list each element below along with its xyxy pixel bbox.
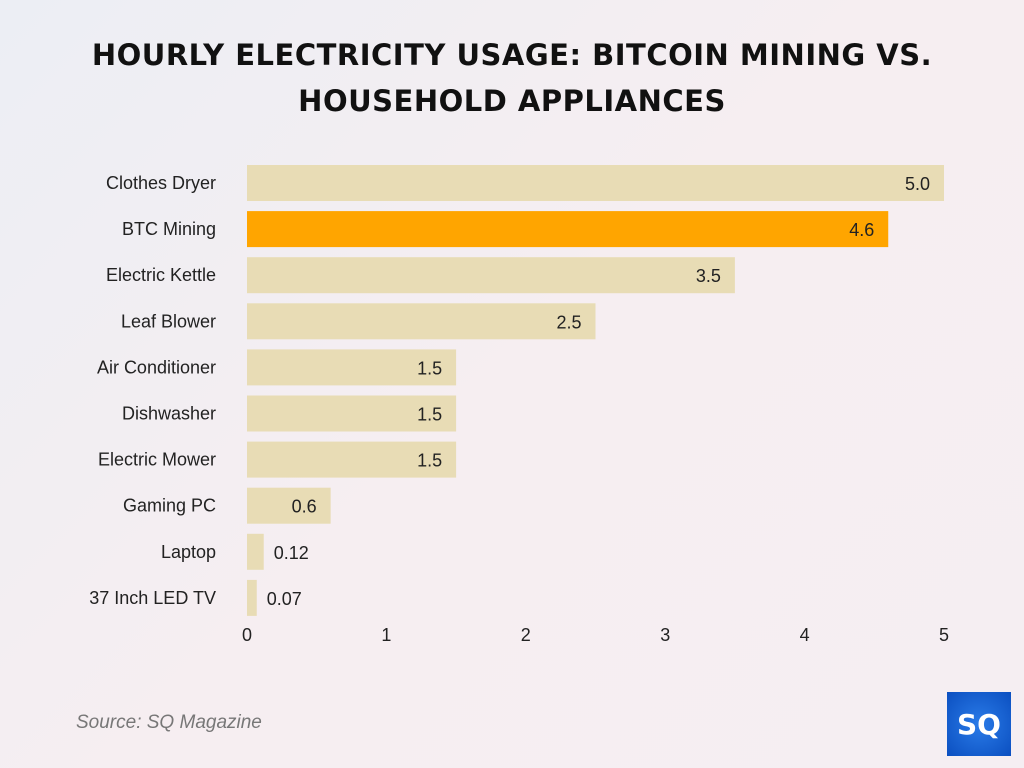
bar (247, 349, 457, 386)
bar (247, 579, 257, 616)
sq-logo: SQ (947, 692, 1011, 756)
bar (247, 441, 457, 478)
category-label: Electric Mower (98, 450, 216, 470)
data-label: 0.07 (267, 589, 302, 609)
x-tick-label: 3 (660, 625, 670, 645)
x-tick-label: 4 (800, 625, 810, 645)
x-tick-label: 5 (939, 625, 949, 645)
bar (247, 165, 944, 201)
category-label: Laptop (161, 542, 216, 562)
bar (247, 211, 889, 248)
bar (247, 257, 735, 294)
data-label: 0.12 (274, 543, 309, 563)
bar (247, 395, 457, 432)
x-tick-label: 1 (381, 625, 391, 645)
bar (247, 303, 596, 340)
bar (247, 533, 264, 570)
x-tick-label: 2 (521, 625, 531, 645)
category-label: Air Conditioner (97, 357, 216, 377)
source-text: Source: SQ Magazine (76, 712, 262, 733)
x-tick-label: 0 (242, 625, 252, 645)
category-label: Clothes Dryer (106, 173, 216, 193)
category-label: 37 Inch LED TV (89, 588, 216, 608)
category-label: Electric Kettle (106, 265, 216, 285)
data-label: 5.0 (905, 174, 930, 194)
data-label: 1.5 (417, 451, 442, 471)
category-label: Dishwasher (122, 404, 216, 424)
data-label: 3.5 (696, 266, 721, 286)
data-label: 0.6 (292, 497, 317, 517)
chart-title: HOURLY ELECTRICITY USAGE: BITCOIN MINING… (91, 38, 933, 118)
data-label: 1.5 (417, 405, 442, 425)
data-label: 1.5 (417, 358, 442, 378)
category-label: Gaming PC (123, 496, 216, 516)
data-label: 2.5 (556, 312, 581, 332)
data-label: 4.6 (849, 220, 874, 240)
category-label: BTC Mining (122, 219, 216, 239)
category-label: Leaf Blower (121, 311, 216, 331)
bar (247, 487, 331, 524)
